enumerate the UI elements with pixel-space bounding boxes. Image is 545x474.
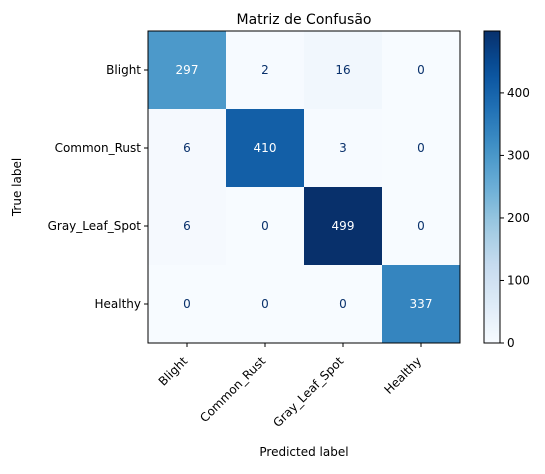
heatmap-cell-label: 0 — [261, 219, 269, 233]
x-tick-label: Blight — [156, 354, 191, 389]
heatmap-cell-label: 297 — [176, 63, 199, 77]
heatmap-cell-label: 410 — [254, 141, 277, 155]
heatmap-cell — [148, 265, 226, 343]
heatmap-cell-label: 0 — [417, 63, 425, 77]
heatmap-cell-label: 499 — [332, 219, 355, 233]
x-tick-label: Gray_Leaf_Spot — [270, 354, 346, 430]
heatmap-cell — [148, 187, 226, 265]
x-axis-label: Predicted label — [259, 445, 348, 459]
heatmap-cell-label: 6 — [183, 141, 191, 155]
y-tick-label: Healthy — [94, 297, 141, 311]
heatmap-cell — [382, 187, 460, 265]
heatmap-cell — [304, 31, 382, 109]
heatmap-cell — [226, 187, 304, 265]
heatmap-cell-label: 0 — [339, 297, 347, 311]
heatmap-cell — [148, 109, 226, 187]
colorbar-tick-label: 300 — [507, 148, 530, 162]
y-axis-label: True label — [10, 158, 24, 217]
heatmap-cell — [226, 265, 304, 343]
heatmap-cell-label: 0 — [417, 219, 425, 233]
y-tick-label: Gray_Leaf_Spot — [48, 219, 142, 233]
colorbar-tick-label: 100 — [507, 273, 530, 287]
x-tick-label: Healthy — [382, 354, 425, 397]
colorbar-tick-label: 400 — [507, 86, 530, 100]
axes-frame — [147, 30, 461, 344]
heatmap-cell — [226, 31, 304, 109]
y-tick-label: Blight — [106, 63, 141, 77]
colorbar-tick-label: 200 — [507, 211, 530, 225]
y-tick-label: Common_Rust — [55, 141, 142, 155]
colorbar — [483, 30, 501, 344]
heatmap-cell-label: 0 — [261, 297, 269, 311]
colorbar-ticks: 0 100 200 300 400 — [500, 86, 530, 350]
chart-title: Matriz de Confusão — [237, 12, 372, 28]
y-axis-ticks: Blight Common_Rust Gray_Leaf_Spot Healthy — [48, 63, 148, 311]
heatmap-cell — [304, 265, 382, 343]
colorbar-tick-label: 0 — [507, 336, 515, 350]
heatmap-cells — [148, 31, 460, 343]
heatmap-cell — [304, 187, 382, 265]
heatmap-cell-label: 6 — [183, 219, 191, 233]
x-axis-ticks: Blight Common_Rust Gray_Leaf_Spot Healthy — [156, 343, 425, 430]
heatmap-cell-label: 3 — [339, 141, 347, 155]
heatmap-cell — [226, 109, 304, 187]
heatmap-cell — [382, 265, 460, 343]
heatmap-cell — [382, 31, 460, 109]
heatmap-cell-label: 0 — [183, 297, 191, 311]
heatmap-cell — [304, 109, 382, 187]
heatmap-cell-label: 337 — [410, 297, 433, 311]
heatmap-cell-label: 2 — [261, 63, 269, 77]
heatmap-cell-label: 16 — [335, 63, 350, 77]
heatmap-cell-label: 0 — [417, 141, 425, 155]
heatmap-cell — [148, 31, 226, 109]
heatmap-cell-labels: 297 2 16 0 6 410 3 0 6 0 499 0 0 0 0 337 — [176, 63, 433, 311]
x-tick-label: Common_Rust — [197, 354, 268, 425]
heatmap-cell — [382, 109, 460, 187]
